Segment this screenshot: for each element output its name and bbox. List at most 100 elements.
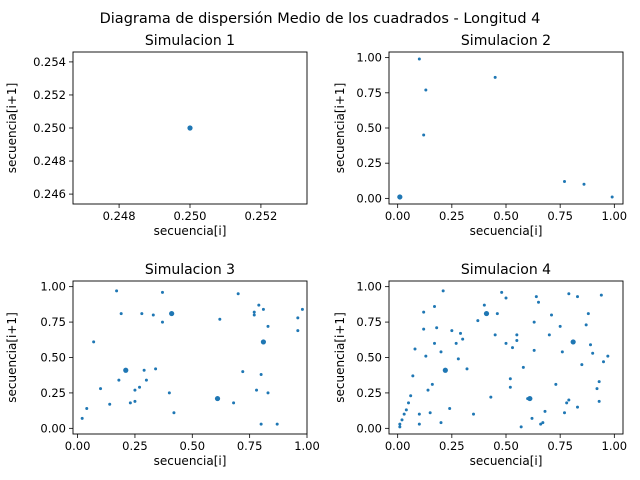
x-axis-label: secuencia[i] [154, 224, 227, 238]
data-point [108, 402, 112, 406]
x-axis-label: secuencia[i] [470, 224, 543, 238]
data-points [398, 289, 610, 429]
x-tick-label: 0.00 [385, 439, 411, 453]
data-point [397, 194, 403, 200]
x-tick-label: 0.75 [237, 439, 263, 453]
y-tick-label: 0.248 [33, 154, 66, 168]
data-point [252, 310, 256, 314]
data-point [570, 339, 576, 345]
data-point [597, 399, 601, 403]
y-tick-label: 0.254 [33, 55, 66, 69]
data-point [430, 382, 434, 386]
x-tick-label: 0.25 [439, 439, 465, 453]
subplot-title: Simulacion 4 [461, 262, 551, 278]
data-point [558, 324, 562, 328]
data-point [261, 307, 265, 311]
subplot-2: Simulacion 2 0.00 0.25 0.50 0.75 1.00 0.00 0.25… [333, 33, 627, 238]
x-axis-label: secuencia[i] [154, 454, 227, 468]
x-tick-label: 0.50 [493, 209, 519, 223]
x-tick-label: 0.75 [547, 209, 573, 223]
data-point [537, 300, 540, 304]
data-point [232, 401, 236, 405]
data-point [482, 303, 486, 307]
data-point [493, 75, 497, 79]
data-point [567, 398, 571, 402]
data-point [241, 370, 245, 374]
data-point [597, 380, 601, 384]
data-point [461, 337, 465, 341]
data-point [589, 343, 592, 347]
data-point [567, 292, 571, 296]
data-point [504, 296, 508, 300]
data-point [493, 333, 497, 337]
data-point [255, 388, 259, 392]
data-point [409, 394, 413, 398]
data-point [140, 312, 144, 316]
data-point [565, 401, 569, 405]
data-point [610, 195, 614, 199]
y-tick-label: 0.50 [356, 121, 382, 135]
y-tick-label: 0.50 [356, 351, 382, 365]
x-tick-label: 0.25 [122, 439, 148, 453]
data-point [459, 331, 462, 335]
data-point [543, 409, 547, 413]
data-point [413, 347, 417, 351]
data-point [402, 412, 406, 416]
x-tick-label: 1.00 [294, 439, 320, 453]
data-point [80, 416, 84, 420]
data-point [398, 425, 402, 429]
data-point [442, 367, 448, 373]
data-point [563, 179, 566, 183]
data-point [252, 313, 256, 317]
data-point [547, 333, 551, 337]
y-tick-label: 0.00 [40, 421, 66, 435]
data-point [144, 378, 148, 382]
data-point [160, 320, 164, 324]
data-point [187, 125, 193, 131]
data-point [526, 397, 530, 401]
x-axis-label: secuencia[i] [470, 454, 543, 468]
data-point [439, 421, 443, 425]
y-tick-label: 1.00 [40, 280, 66, 294]
y-axis-label: secuencia[i+1] [333, 83, 347, 174]
data-point [541, 421, 545, 425]
data-point [85, 407, 89, 410]
x-tick-label: 0.248 [103, 209, 136, 223]
subplot-title: Simulacion 2 [461, 33, 551, 49]
data-point [160, 290, 164, 294]
data-point [521, 365, 525, 369]
y-axis-label: secuencia[i+1] [333, 312, 347, 403]
data-point [404, 408, 408, 412]
data-point [539, 422, 543, 426]
data-point [151, 313, 155, 317]
data-point [133, 388, 137, 392]
data-point [138, 385, 142, 389]
data-point [519, 425, 523, 429]
data-point [554, 382, 558, 386]
data-point [422, 133, 426, 137]
data-point [527, 395, 533, 402]
data-point [123, 367, 129, 373]
data-point [439, 350, 443, 354]
data-point [580, 363, 584, 367]
x-tick-label: 0.50 [179, 439, 205, 453]
subplot-grid: Simulacion 1 0.248 0.250 0.252 0.246 0.248 0.2… [5, 33, 627, 468]
data-point [172, 411, 176, 415]
data-point [483, 310, 490, 317]
y-tick-label: 0.252 [33, 88, 66, 102]
data-point [476, 319, 480, 323]
data-point [582, 182, 586, 186]
data-point [218, 317, 222, 321]
data-point [426, 388, 430, 392]
data-point [422, 327, 426, 331]
x-tick-label: 1.00 [602, 439, 628, 453]
x-tick-label: 0.252 [244, 209, 277, 223]
data-point [214, 395, 221, 402]
y-tick-label: 0.246 [33, 187, 66, 201]
data-point [407, 401, 410, 405]
data-point [117, 378, 121, 382]
data-point [422, 310, 426, 314]
data-point [417, 412, 421, 416]
data-point [606, 354, 610, 358]
subplot-3: Simulacion 3 0.00 0.25 0.50 0.75 1.00 0.00 0.25… [5, 262, 320, 468]
